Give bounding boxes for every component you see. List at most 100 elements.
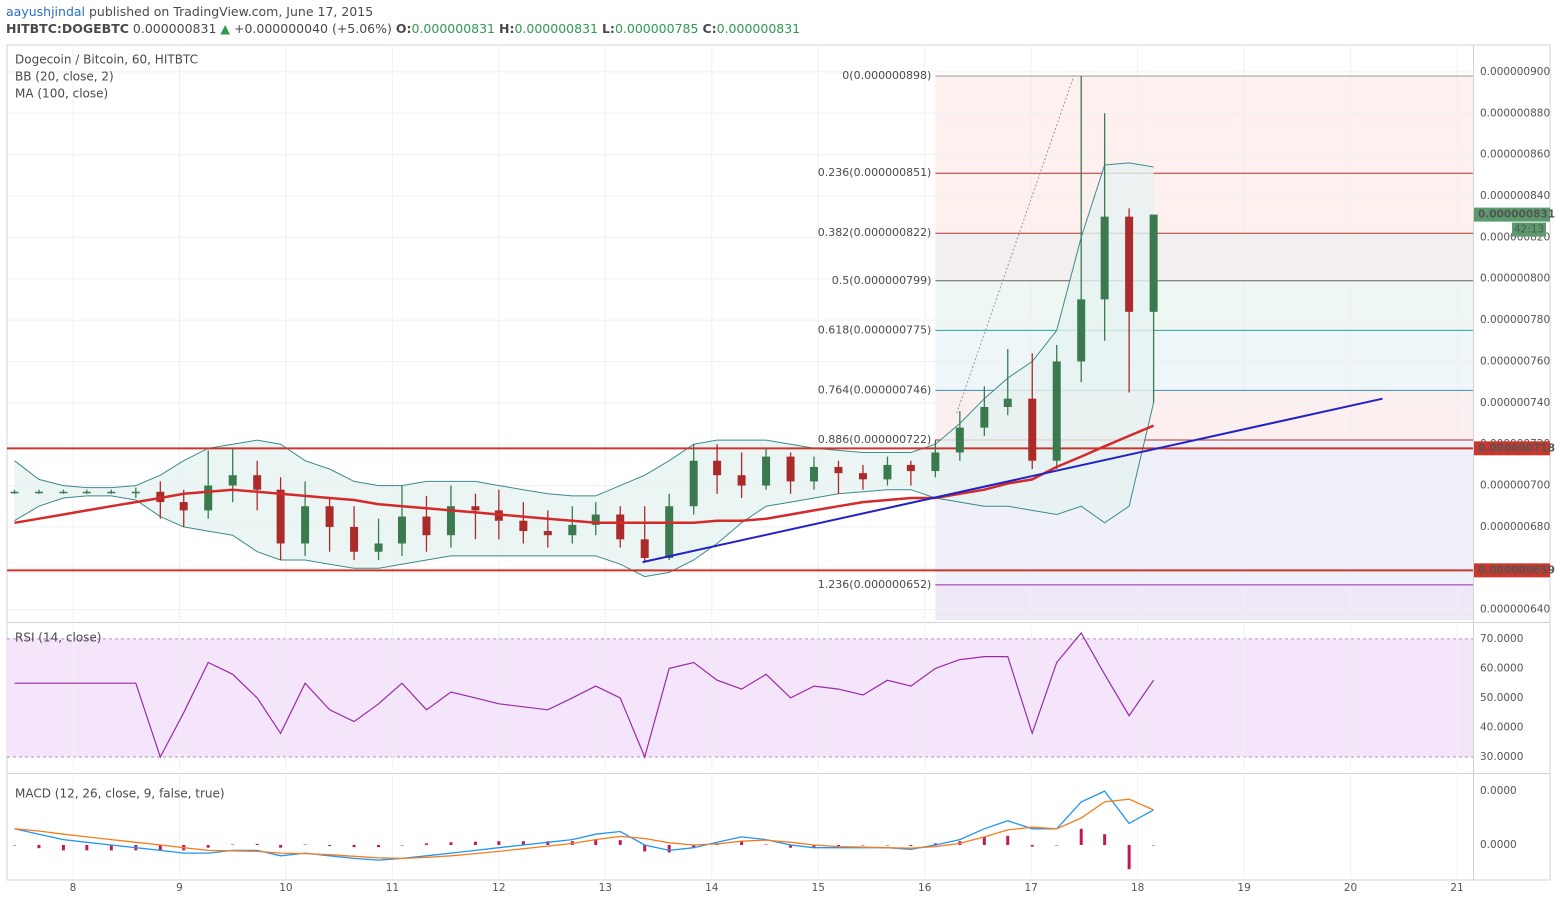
candle-body [253, 475, 262, 490]
macd-tick-label: 0.0000 [1480, 785, 1517, 797]
quote-line: HITBTC:DOGEBTC 0.000000831 ▲ +0.00000004… [6, 21, 800, 36]
macd-histogram-bar [85, 844, 89, 851]
x-tick-label: 10 [279, 882, 292, 894]
macd-histogram-bar [449, 842, 453, 845]
fib-label: 0.5(0.000000799) [832, 274, 932, 287]
ohlc-key: H: [499, 21, 514, 36]
macd-histogram-bar [1079, 828, 1083, 845]
macd-histogram-bar [521, 841, 525, 845]
fib-label: 0.764(0.000000746) [818, 383, 932, 396]
macd-histogram-bar [740, 840, 744, 845]
fib-band [935, 233, 1473, 281]
ohlc-key: O: [396, 21, 412, 36]
candle-body [446, 506, 455, 536]
chart-title: Dogecoin / Bitcoin, 60, HITBTC [15, 53, 198, 67]
macd-histogram-bar [497, 841, 501, 845]
x-tick-label: 14 [705, 882, 719, 894]
fib-label: 0.236(0.000000851) [818, 166, 932, 179]
rsi-tick-label: 40.0000 [1480, 721, 1523, 733]
macd-histogram-bar [836, 844, 840, 847]
fib-label: 0.618(0.000000775) [818, 323, 932, 336]
macd-histogram-bar [1006, 835, 1010, 845]
macd-histogram-bar [764, 844, 768, 845]
macd-histogram-bar [933, 843, 937, 845]
macd-histogram-bar [109, 844, 113, 851]
macd-line [14, 790, 1154, 861]
y-tick-label: 0.000000860 [1480, 149, 1550, 161]
candle-body [616, 514, 625, 540]
candle-body [883, 464, 892, 480]
candle-body [179, 502, 188, 511]
last-price-label: 0.000000831 [1478, 209, 1555, 221]
symbol: HITBTC:DOGEBTC [6, 21, 129, 36]
macd-histogram-bar [473, 841, 477, 845]
macd-histogram-bar [328, 844, 332, 847]
fib-band [935, 173, 1473, 234]
macd-histogram-bar [885, 844, 889, 846]
macd-title: MACD (12, 26, close, 9, false, true) [15, 787, 225, 801]
macd-histogram-bar [1055, 844, 1059, 846]
candle-body [325, 506, 334, 527]
candle-body [82, 491, 91, 494]
candle-body [276, 489, 285, 544]
candle-body [301, 506, 310, 544]
level-tag [1474, 441, 1550, 456]
candle-body [1100, 216, 1109, 300]
x-tick-label: 11 [386, 882, 399, 894]
arrow: ▲ [220, 21, 230, 36]
candle-body [34, 491, 43, 494]
candle-body [1077, 299, 1086, 362]
x-tick-label: 16 [918, 882, 932, 894]
change: +0.000000040 (+5.06%) [234, 21, 392, 36]
ohlc-value: 0.000000785 [615, 21, 699, 36]
candle-body [374, 543, 383, 552]
ohlc-value: 0.000000831 [412, 21, 496, 36]
candle-body [59, 491, 68, 494]
macd-histogram-bar [1030, 844, 1034, 847]
fib-band [935, 584, 1473, 620]
plot: 0(0.000000898) 0.236(0.000000851) 0.382(0.… [7, 45, 1473, 880]
x-tick-label: 18 [1131, 882, 1144, 894]
bb-lower [14, 402, 1155, 578]
author[interactable]: aayushjindal [6, 4, 85, 19]
macd-histogram-bar [594, 839, 598, 845]
candle-body [955, 427, 964, 453]
macd-histogram-bar [546, 841, 550, 845]
x-tick-label: 19 [1237, 882, 1250, 894]
candle-body [1125, 216, 1134, 312]
x-tick-label: 12 [492, 882, 505, 894]
macd-histogram-bar [61, 844, 65, 851]
level-tag [1474, 563, 1550, 578]
macd-histogram-bar [352, 844, 356, 848]
y-tick-label: 0.000000880 [1480, 107, 1550, 119]
signal-line [14, 798, 1154, 860]
ohlc-value: 0.000000831 [717, 21, 801, 36]
macd-histogram-bar [909, 844, 913, 847]
candle-body [519, 520, 528, 532]
countdown-tag [1512, 222, 1546, 237]
fib-label: 0(0.000000898) [842, 69, 931, 82]
trendline [642, 397, 1383, 564]
macd-histogram-bar [400, 844, 404, 846]
fib-band [935, 280, 1473, 331]
y-tick-label: 0.000000700 [1480, 480, 1550, 492]
macd-histogram-bar [861, 844, 865, 846]
macd-histogram-bar [231, 844, 235, 845]
rsi-tick-label: 30.0000 [1480, 751, 1523, 763]
candle-body [906, 464, 915, 472]
y-tick-label: 0.000000840 [1480, 190, 1550, 202]
fib-band [935, 76, 1473, 174]
candle-body [640, 539, 649, 558]
rsi-tick-label: 50.0000 [1480, 692, 1523, 704]
overlay-label: MA (100, close) [15, 87, 108, 101]
macd-histogram-bar [158, 844, 162, 851]
macd-histogram-bar [1103, 834, 1107, 845]
header-line: aayushjindal published on TradingView.co… [6, 4, 373, 19]
x-tick-label: 13 [599, 882, 612, 894]
macd-histogram-bar [789, 844, 793, 848]
candle-body [10, 491, 19, 494]
x-tick-label: 21 [1450, 882, 1463, 894]
rsi-title: RSI (14, close) [15, 631, 101, 645]
published: published on TradingView.com, June 17, 2… [89, 4, 373, 19]
